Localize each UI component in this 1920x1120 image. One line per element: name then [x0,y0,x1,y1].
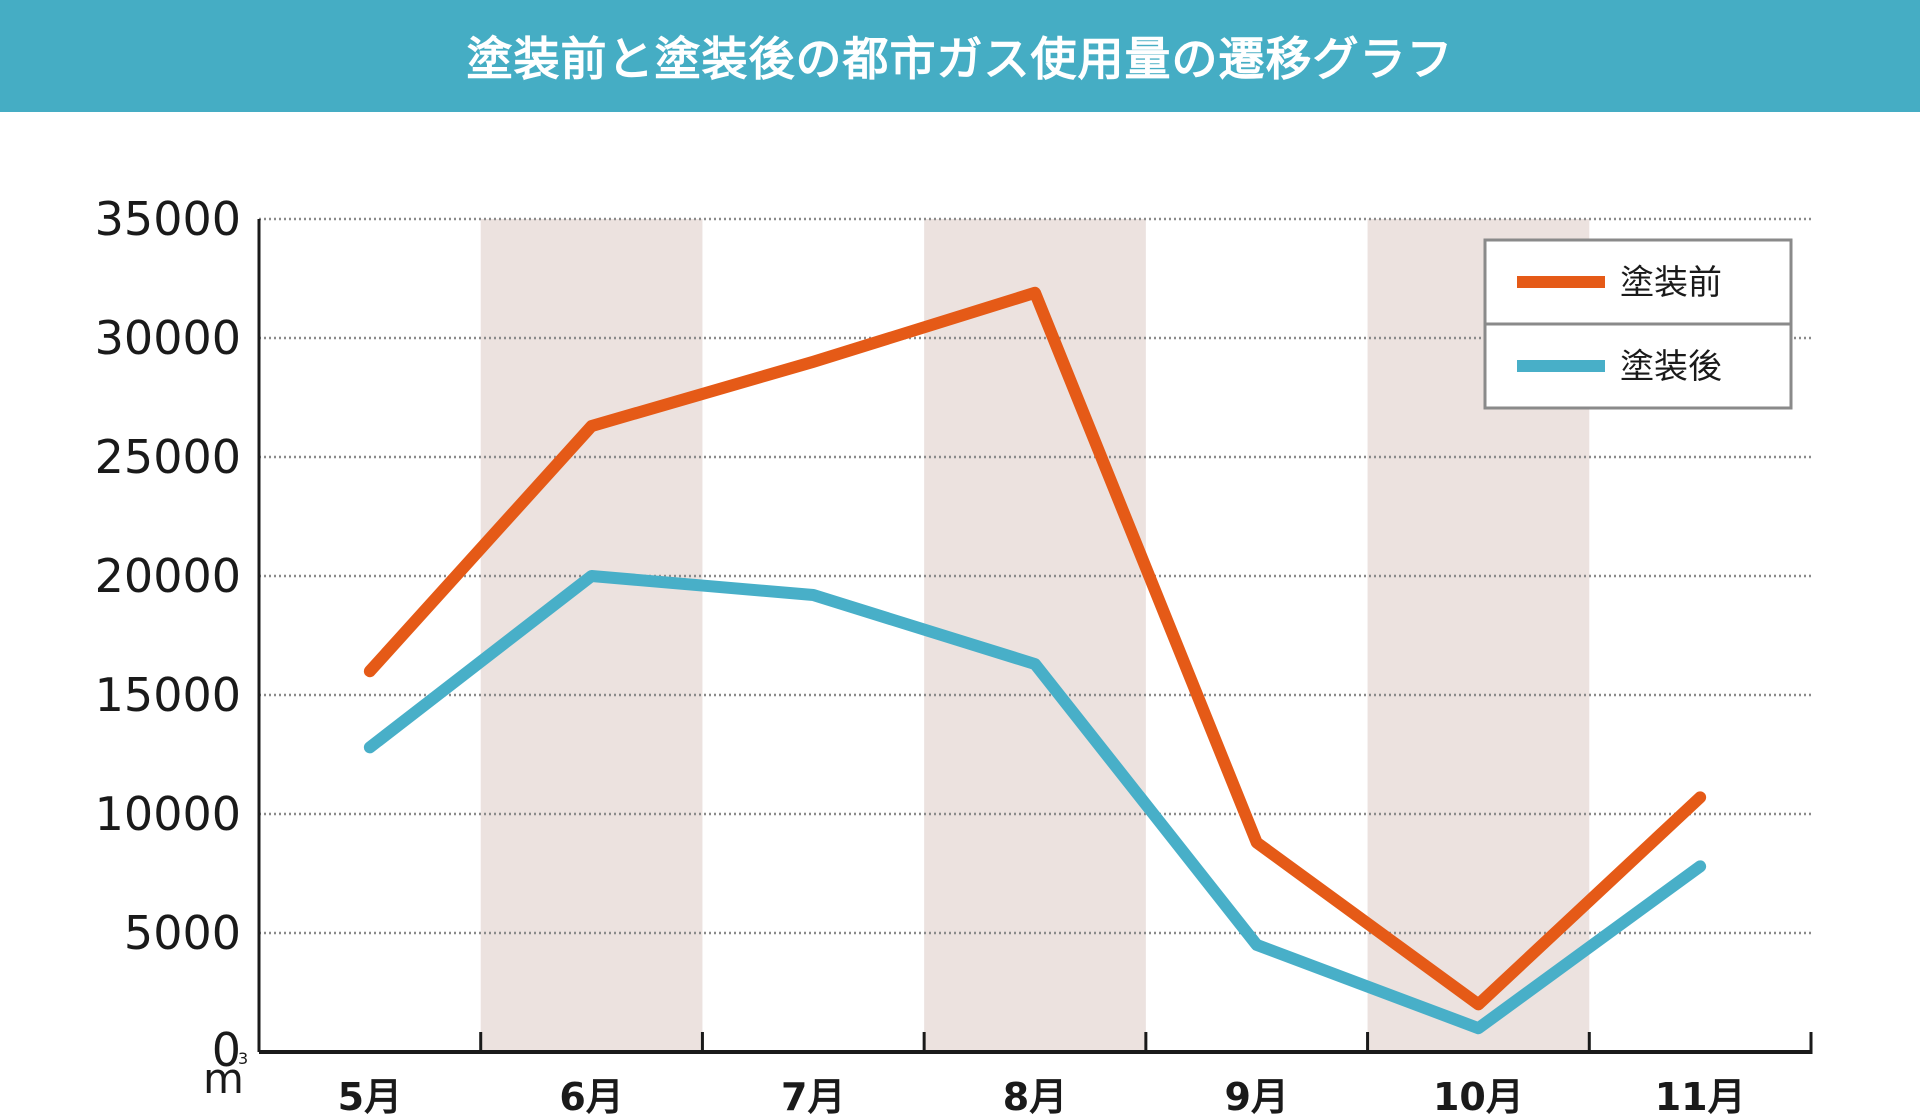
y-tick-label: 25000 [95,430,241,484]
chart-title: 塗装前と塗装後の都市ガス使用量の遷移グラフ [466,32,1454,86]
y-tick-labels: 0 5000 10000 15000 20000 25000 30000 35000 [95,192,241,1077]
x-tick-label: 7月 [781,1075,845,1119]
y-tick-label: 30000 [95,311,241,365]
x-tick-label: 11月 [1655,1075,1746,1119]
x-tick-labels: 5月 6月 7月 8月 9月 10月 11月 [338,1075,1746,1119]
y-tick-label: 5000 [124,906,241,960]
x-tick-label: 8月 [1003,1075,1067,1119]
y-tick-label: 35000 [95,192,241,246]
x-tick-label: 10月 [1433,1075,1524,1119]
y-tick-label: 15000 [95,668,241,722]
series-line-after [363,570,1707,1035]
y-tick-label: 0 [212,1023,241,1077]
series-lines [363,286,1707,1035]
column-bands [480,219,1590,1052]
legend-label: 塗装後 [1620,347,1722,387]
title-bar: 塗装前と塗装後の都市ガス使用量の遷移グラフ [0,0,1920,112]
y-tick-label: 10000 [95,787,241,841]
x-tick-label: 5月 [338,1075,402,1119]
axes [257,219,1813,1054]
y-unit-label: m [203,1054,244,1103]
x-tick-label: 9月 [1224,1075,1288,1119]
y-tick-label: 20000 [95,549,241,603]
legend-label: 塗装前 [1620,263,1722,303]
y-unit-superscript: 3 [238,1049,248,1068]
series-line-before [363,286,1707,1011]
x-tick-label: 6月 [559,1075,623,1119]
gridlines [259,217,1811,935]
